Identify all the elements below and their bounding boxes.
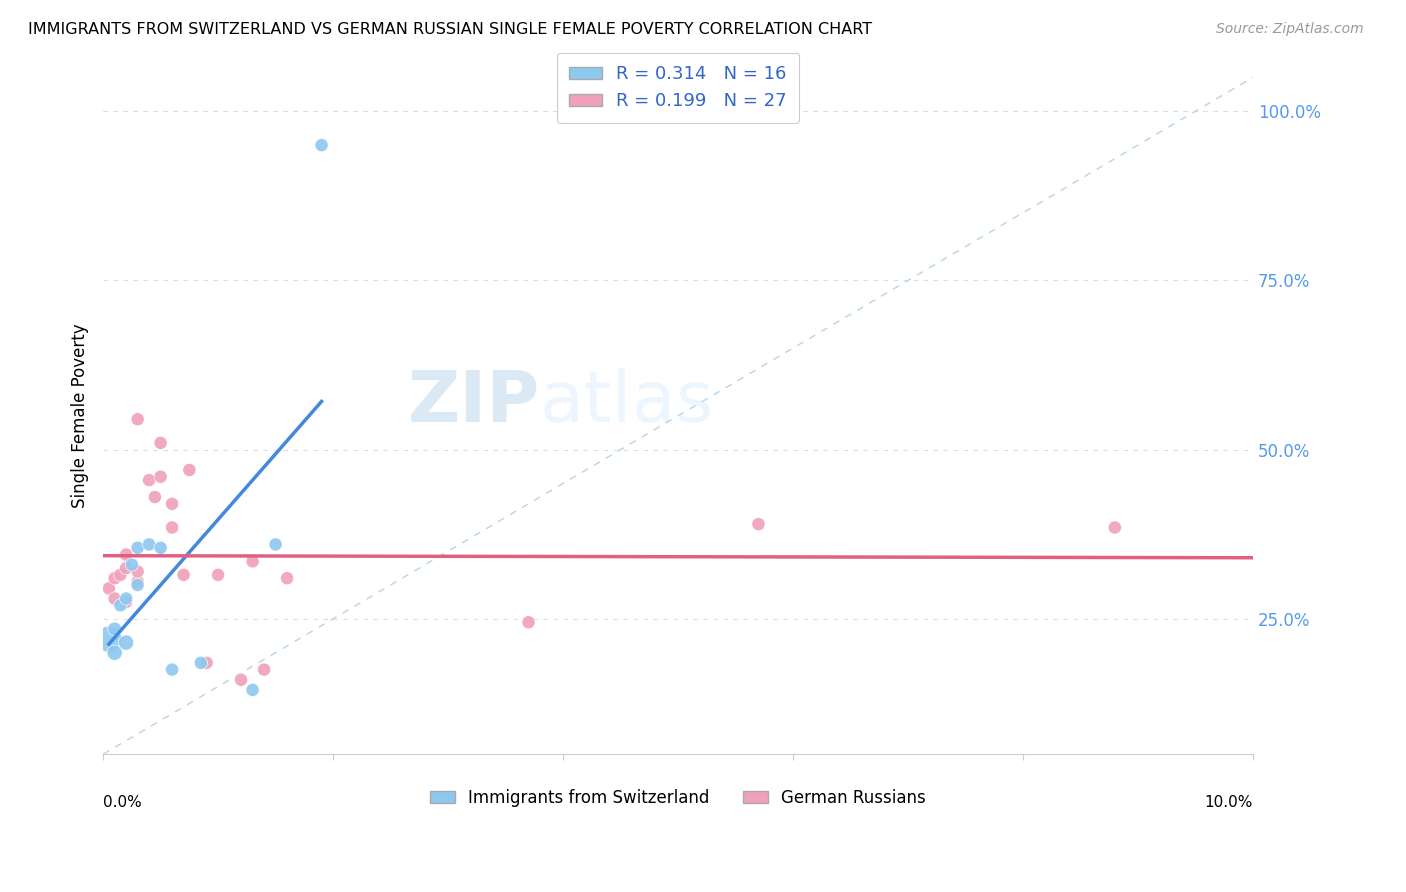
Point: [104, 646, 127, 660]
Point: [97, 632, 120, 647]
Point: [207, 567, 229, 582]
Point: [110, 567, 132, 582]
Point: [149, 436, 172, 450]
Point: [242, 682, 264, 697]
Point: [160, 497, 183, 511]
Text: 10.0%: 10.0%: [1205, 795, 1253, 810]
Point: [115, 595, 138, 609]
Point: [127, 578, 149, 592]
Point: [173, 567, 195, 582]
Point: [115, 548, 138, 562]
Point: [311, 138, 333, 153]
Text: 0.0%: 0.0%: [103, 795, 142, 810]
Point: [229, 673, 252, 687]
Text: Source: ZipAtlas.com: Source: ZipAtlas.com: [1216, 22, 1364, 37]
Point: [242, 554, 264, 568]
Point: [160, 520, 183, 534]
Point: [143, 490, 166, 504]
Point: [149, 469, 172, 483]
Point: [104, 571, 127, 585]
Point: [138, 473, 160, 487]
Point: [747, 517, 769, 532]
Point: [190, 656, 212, 670]
Point: [253, 663, 276, 677]
Y-axis label: Single Female Poverty: Single Female Poverty: [72, 324, 89, 508]
Point: [127, 574, 149, 589]
Point: [127, 565, 149, 579]
Point: [1104, 520, 1126, 534]
Point: [276, 571, 298, 585]
Text: atlas: atlas: [540, 368, 714, 437]
Point: [179, 463, 201, 477]
Point: [121, 558, 143, 572]
Point: [115, 591, 138, 606]
Point: [115, 561, 138, 575]
Point: [160, 663, 183, 677]
Point: [138, 537, 160, 551]
Point: [127, 541, 149, 555]
Text: IMMIGRANTS FROM SWITZERLAND VS GERMAN RUSSIAN SINGLE FEMALE POVERTY CORRELATION : IMMIGRANTS FROM SWITZERLAND VS GERMAN RU…: [28, 22, 872, 37]
Point: [195, 656, 218, 670]
Point: [104, 591, 127, 606]
Point: [264, 537, 287, 551]
Point: [104, 622, 127, 636]
Point: [149, 541, 172, 555]
Point: [127, 412, 149, 426]
Text: ZIP: ZIP: [408, 368, 540, 437]
Point: [517, 615, 540, 630]
Legend: Immigrants from Switzerland, German Russians: Immigrants from Switzerland, German Russ…: [423, 782, 932, 814]
Point: [115, 635, 138, 649]
Point: [97, 582, 120, 596]
Point: [110, 599, 132, 613]
